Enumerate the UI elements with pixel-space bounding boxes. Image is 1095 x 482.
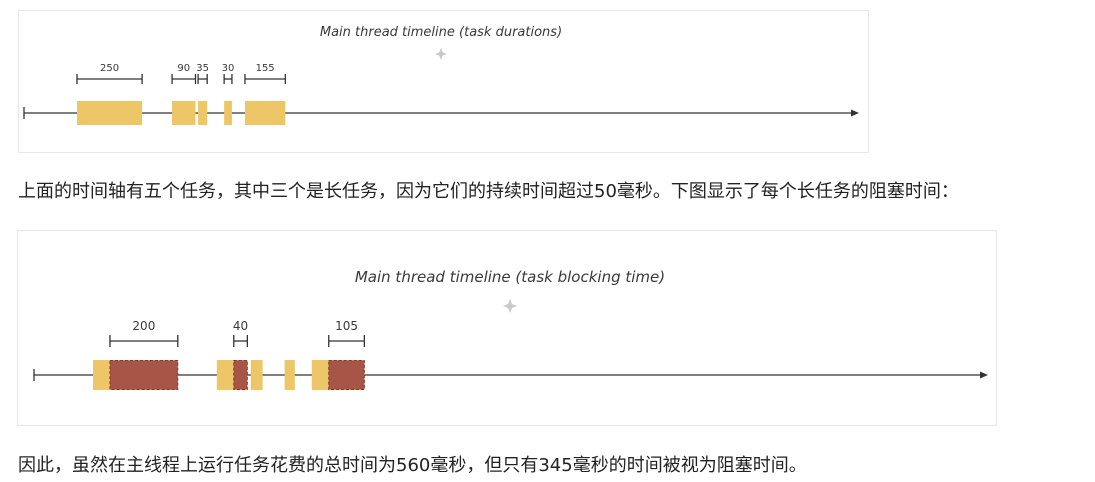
sparkle-icon: [503, 299, 517, 313]
task-durations-timeline: Main thread timeline (task durations) 25…: [23, 25, 859, 125]
blocking-segment: [328, 360, 365, 390]
task-blocking-timeline: Main thread timeline (task blocking time…: [33, 268, 988, 390]
axis-arrowhead: [851, 109, 859, 117]
figure-title: Main thread timeline (task blocking time…: [355, 268, 665, 286]
sparkle-icon: [435, 48, 447, 60]
task-bar: [284, 360, 295, 390]
duration-label: 200: [132, 319, 155, 333]
task-bar: [224, 101, 232, 125]
explanation-paragraph: 上面的时间轴有五个任务，其中三个是长任务，因为它们的持续时间超过50毫秒。下图显…: [18, 181, 959, 202]
duration-label: 90: [177, 63, 190, 74]
task-bar: [250, 360, 263, 390]
task-bar: [244, 101, 286, 125]
duration-label: 35: [196, 63, 209, 74]
conclusion-paragraph: 因此，虽然在主线程上运行任务花费的总时间为560毫秒，但只有345毫秒的时间被视…: [18, 455, 807, 476]
task-bar: [77, 101, 143, 125]
duration-label: 250: [100, 63, 119, 74]
figure-title: Main thread timeline (task durations): [320, 25, 562, 40]
task-bar: [172, 101, 196, 125]
duration-label: 155: [256, 63, 275, 74]
blocking-segment: [109, 360, 179, 390]
task-durations-figure: Main thread timeline (task durations) 25…: [18, 10, 869, 153]
duration-label: 105: [335, 319, 358, 333]
task-blocking-figure: Main thread timeline (task blocking time…: [17, 230, 997, 426]
task-bar: [198, 101, 208, 125]
axis-arrowhead: [980, 371, 988, 379]
blocking-segment: [233, 360, 248, 390]
duration-label: 30: [222, 63, 235, 74]
duration-label: 40: [233, 319, 248, 333]
